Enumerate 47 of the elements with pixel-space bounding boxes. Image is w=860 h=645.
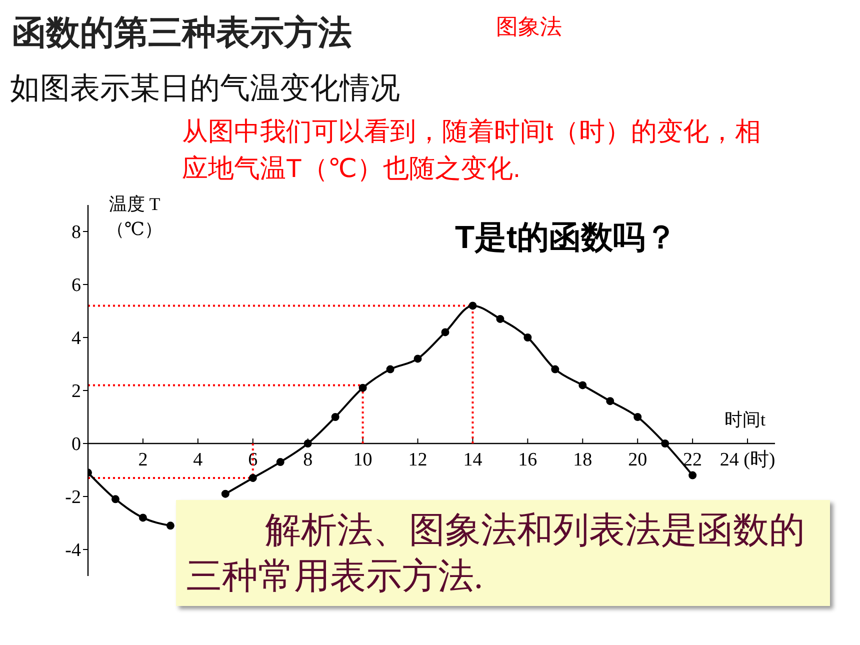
point — [386, 365, 394, 374]
point — [496, 314, 504, 323]
chart-title: 函数的第三种表示方法 — [12, 13, 352, 54]
point — [661, 440, 670, 448]
y-axis-title: 温度 T （℃） — [105, 193, 164, 241]
point — [221, 490, 230, 498]
point — [606, 397, 614, 406]
y-tick-label: 0 — [72, 434, 81, 456]
annotation: T是t的函数吗？ — [455, 218, 678, 257]
y-tick-label: 8 — [72, 222, 81, 244]
x-tick-label: 22 — [683, 450, 702, 470]
point — [111, 495, 120, 504]
annotation: 解析法、图象法和列表法是函数的三种常用表示方法. — [186, 509, 806, 598]
point — [166, 522, 174, 530]
x-tick-label: 16 — [518, 450, 538, 470]
point — [441, 328, 450, 336]
point — [331, 413, 340, 421]
x-tick-label: 20 — [628, 450, 648, 470]
x-axis-title: 时间t — [724, 410, 766, 430]
text: 如图表示某日的气温变化情况 — [10, 71, 400, 107]
y-tick-label: -4 — [65, 540, 82, 562]
point — [468, 302, 477, 310]
point — [414, 354, 422, 363]
x-tick-label: 14 — [463, 450, 483, 470]
point — [634, 413, 642, 421]
point — [551, 365, 560, 374]
point — [578, 381, 587, 390]
x-tick-label: 10 — [353, 450, 372, 470]
x-tick-label: 8 — [303, 450, 313, 470]
x-tick-label: 4 — [193, 450, 204, 470]
chart-subtitle: 图象法 — [496, 13, 562, 41]
point — [276, 458, 284, 466]
text: 从图中我们可以看到，随着时间t（时）的变化，相应地气温T（℃）也随之变化. — [182, 115, 762, 185]
y-tick-label: 4 — [72, 328, 82, 350]
point — [524, 334, 532, 342]
x-tick-label: 18 — [573, 450, 592, 470]
point — [304, 440, 312, 448]
point — [358, 384, 367, 392]
x-tick-label: 2 — [138, 450, 148, 470]
x-tick-label: 12 — [408, 450, 428, 470]
point — [138, 514, 147, 522]
y-tick-label: -2 — [65, 487, 81, 508]
x-tick-label: 24 (时) — [720, 450, 776, 470]
point — [688, 471, 697, 480]
y-tick-label: 6 — [72, 275, 81, 296]
y-tick-label: 2 — [72, 381, 81, 402]
point — [248, 474, 257, 482]
